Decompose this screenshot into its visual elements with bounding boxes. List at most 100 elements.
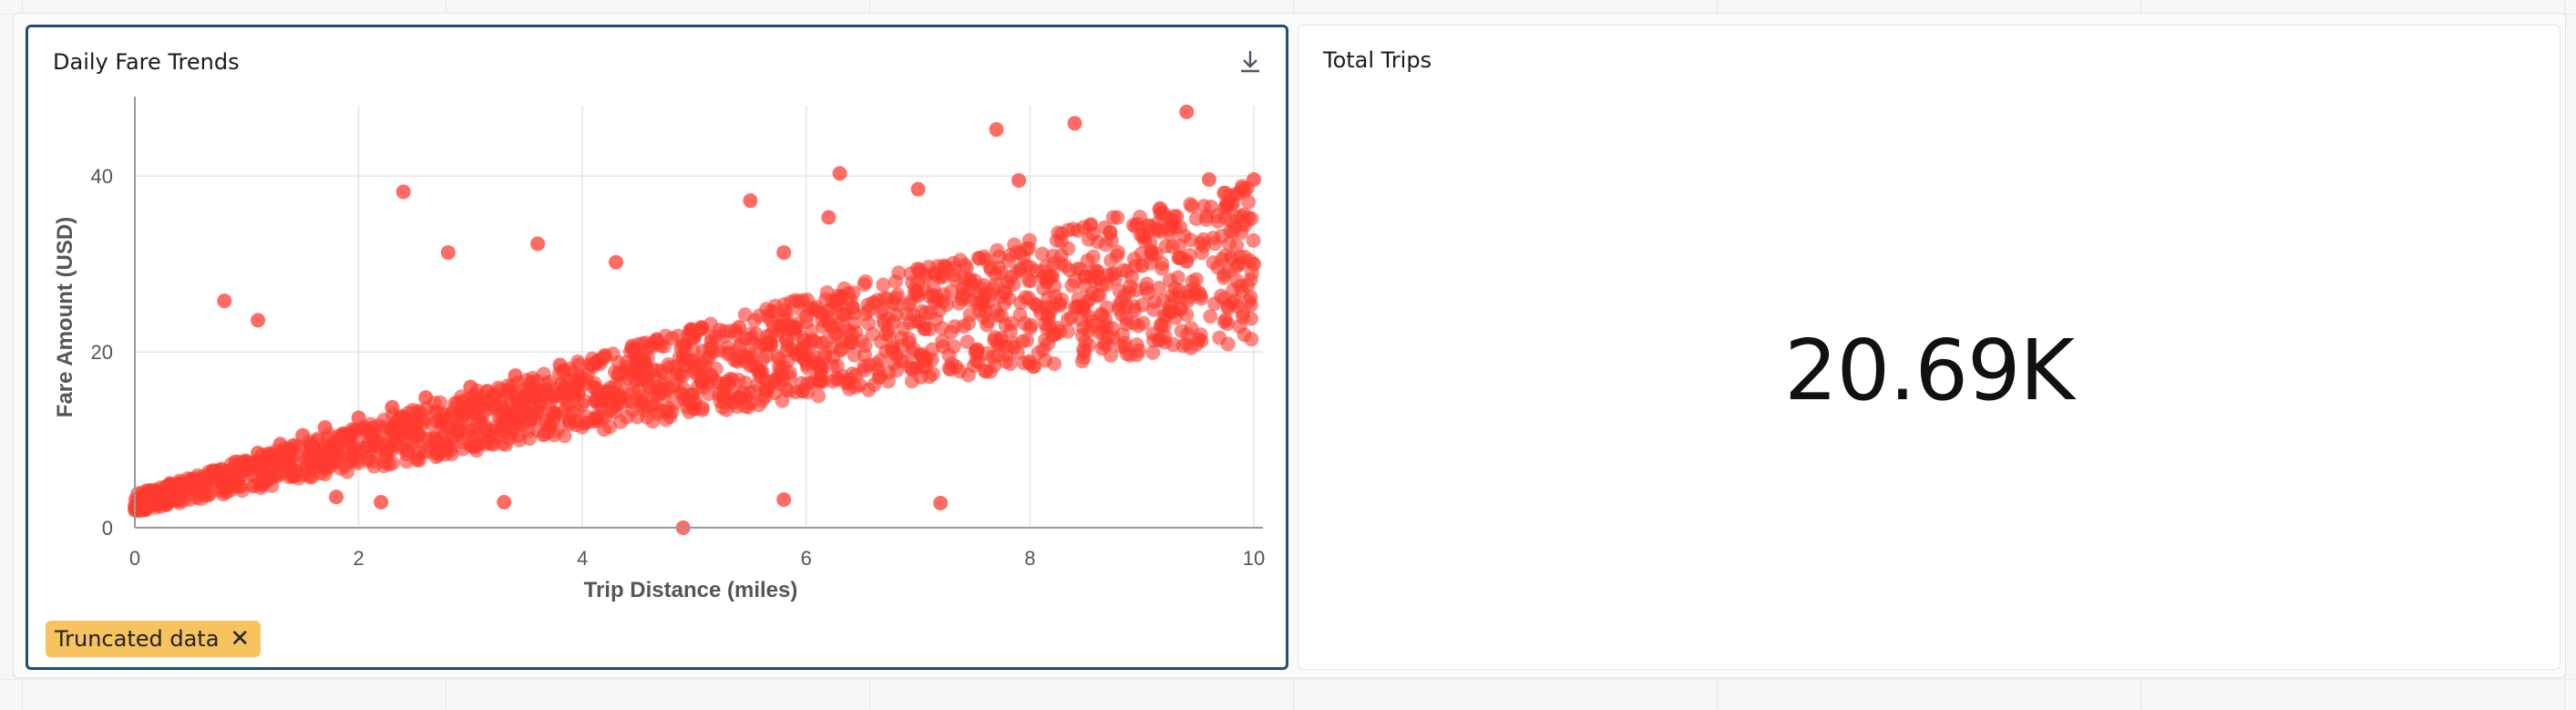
data-point[interactable] bbox=[870, 293, 886, 308]
data-point[interactable] bbox=[882, 328, 898, 344]
data-point[interactable] bbox=[1038, 353, 1053, 368]
data-point[interactable] bbox=[1214, 288, 1229, 304]
data-point[interactable] bbox=[745, 358, 761, 374]
data-point[interactable] bbox=[1243, 290, 1258, 305]
data-point[interactable] bbox=[797, 353, 813, 368]
data-point[interactable] bbox=[891, 265, 907, 281]
data-point[interactable] bbox=[1180, 293, 1196, 309]
data-point[interactable] bbox=[329, 489, 344, 505]
data-point[interactable] bbox=[518, 386, 534, 401]
data-point[interactable] bbox=[1060, 324, 1075, 339]
data-point[interactable] bbox=[1184, 321, 1199, 336]
close-icon[interactable]: ✕ bbox=[230, 625, 251, 653]
data-point[interactable] bbox=[593, 409, 609, 425]
data-point[interactable] bbox=[1041, 290, 1056, 305]
data-point[interactable] bbox=[536, 427, 551, 443]
data-point[interactable] bbox=[1078, 269, 1093, 284]
data-point[interactable] bbox=[1223, 213, 1238, 229]
data-point[interactable] bbox=[716, 395, 732, 410]
data-point[interactable] bbox=[956, 319, 971, 334]
data-point[interactable] bbox=[944, 356, 960, 372]
data-point[interactable] bbox=[886, 314, 901, 329]
data-point[interactable] bbox=[566, 405, 581, 420]
data-point[interactable] bbox=[880, 374, 896, 389]
data-point[interactable] bbox=[845, 300, 860, 315]
data-point[interactable] bbox=[1042, 318, 1057, 334]
data-point[interactable] bbox=[640, 399, 655, 415]
data-point[interactable] bbox=[1217, 248, 1233, 263]
data-point[interactable] bbox=[910, 181, 926, 197]
data-point[interactable] bbox=[1169, 209, 1185, 224]
data-point[interactable] bbox=[636, 350, 652, 365]
data-point[interactable] bbox=[976, 309, 991, 324]
data-point[interactable] bbox=[847, 379, 863, 395]
data-point[interactable] bbox=[167, 492, 182, 508]
data-point[interactable] bbox=[887, 355, 902, 371]
data-point[interactable] bbox=[520, 423, 536, 438]
data-point[interactable] bbox=[1045, 248, 1061, 263]
data-point[interactable] bbox=[1217, 185, 1233, 201]
data-point[interactable] bbox=[1229, 238, 1245, 253]
data-point[interactable] bbox=[1144, 247, 1160, 262]
data-point[interactable] bbox=[605, 346, 621, 362]
data-point[interactable] bbox=[742, 386, 757, 401]
data-point[interactable] bbox=[543, 390, 559, 406]
data-point[interactable] bbox=[539, 376, 554, 391]
data-point[interactable] bbox=[686, 330, 702, 345]
data-point[interactable] bbox=[555, 390, 570, 406]
data-point[interactable] bbox=[1241, 194, 1257, 210]
data-point[interactable] bbox=[360, 423, 375, 438]
data-point[interactable] bbox=[720, 340, 735, 355]
data-point[interactable] bbox=[379, 444, 395, 459]
data-point[interactable] bbox=[393, 440, 408, 456]
data-point[interactable] bbox=[445, 406, 460, 421]
data-point[interactable] bbox=[830, 288, 846, 304]
data-point[interactable] bbox=[1243, 273, 1258, 288]
data-point[interactable] bbox=[913, 369, 929, 385]
data-point[interactable] bbox=[217, 293, 232, 309]
data-point[interactable] bbox=[654, 381, 670, 396]
data-point[interactable] bbox=[695, 343, 711, 358]
data-point[interactable] bbox=[497, 495, 512, 510]
data-point[interactable] bbox=[829, 358, 845, 374]
data-point[interactable] bbox=[1069, 300, 1084, 315]
data-point[interactable] bbox=[407, 405, 423, 420]
data-point[interactable] bbox=[821, 210, 836, 225]
data-point[interactable] bbox=[220, 465, 235, 480]
data-point[interactable] bbox=[589, 393, 604, 408]
data-point[interactable] bbox=[806, 302, 822, 317]
data-point[interactable] bbox=[208, 474, 223, 489]
data-point[interactable] bbox=[960, 334, 975, 350]
data-point[interactable] bbox=[1153, 206, 1168, 221]
data-point[interactable] bbox=[417, 443, 433, 458]
data-point[interactable] bbox=[303, 454, 319, 469]
data-point[interactable] bbox=[1196, 199, 1212, 214]
data-point[interactable] bbox=[219, 478, 234, 494]
data-point[interactable] bbox=[1157, 334, 1173, 350]
data-point[interactable] bbox=[955, 286, 970, 302]
data-point[interactable] bbox=[1179, 104, 1195, 119]
data-point[interactable] bbox=[977, 249, 992, 264]
data-point[interactable] bbox=[1114, 307, 1129, 323]
download-icon[interactable] bbox=[1235, 46, 1266, 77]
data-point[interactable] bbox=[901, 334, 917, 350]
data-point[interactable] bbox=[970, 342, 985, 357]
data-point[interactable] bbox=[1237, 207, 1252, 222]
data-point[interactable] bbox=[1011, 172, 1027, 188]
data-point[interactable] bbox=[1052, 295, 1067, 311]
data-point[interactable] bbox=[159, 478, 174, 494]
data-point[interactable] bbox=[796, 334, 812, 349]
data-point[interactable] bbox=[1103, 347, 1119, 363]
data-point[interactable] bbox=[368, 447, 384, 462]
data-point[interactable] bbox=[1010, 345, 1025, 360]
data-point[interactable] bbox=[847, 347, 862, 363]
data-point[interactable] bbox=[631, 382, 647, 397]
data-point[interactable] bbox=[845, 366, 860, 382]
data-point[interactable] bbox=[546, 405, 561, 420]
data-point[interactable] bbox=[1023, 317, 1039, 333]
data-point[interactable] bbox=[1022, 355, 1038, 371]
data-point[interactable] bbox=[1145, 302, 1161, 317]
data-point[interactable] bbox=[235, 458, 251, 473]
data-point[interactable] bbox=[705, 344, 721, 359]
data-point[interactable] bbox=[1174, 250, 1189, 265]
